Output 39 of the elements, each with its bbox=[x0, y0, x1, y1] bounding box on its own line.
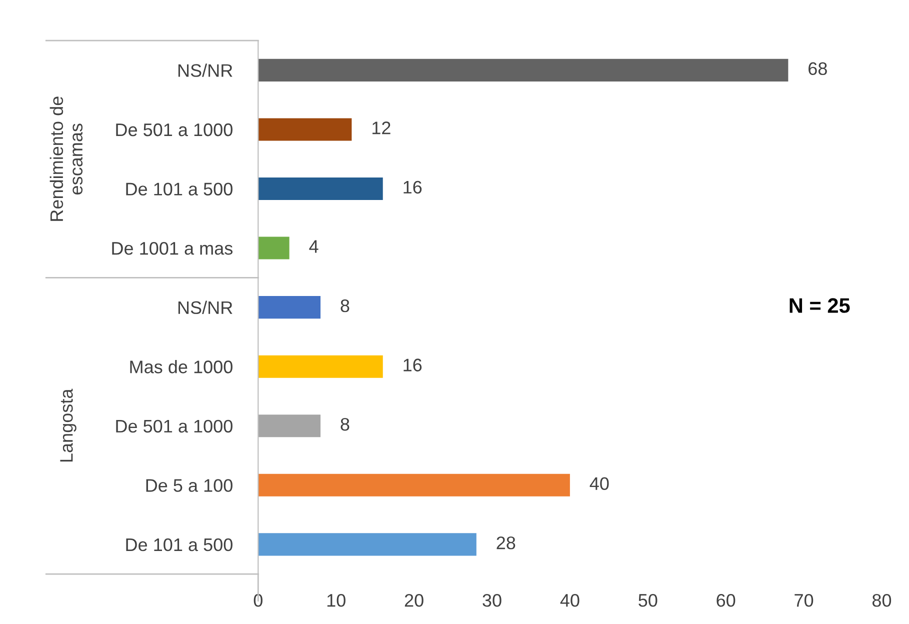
x-tick-label: 10 bbox=[327, 594, 346, 607]
y-tick-label: De 5 a 100 bbox=[146, 479, 232, 492]
data-label: 40 bbox=[590, 477, 609, 490]
bar bbox=[258, 296, 321, 319]
x-tick-label: 20 bbox=[404, 594, 424, 607]
annotation: N = 25 bbox=[790, 298, 850, 313]
bar bbox=[258, 414, 321, 438]
x-tick-label: 30 bbox=[482, 594, 502, 607]
x-tick-label: 0 bbox=[254, 594, 262, 607]
y-tick-label: De 501 a 1000 bbox=[116, 123, 232, 136]
y-tick-label: De 1001 a mas bbox=[112, 242, 233, 255]
text: Langosta bbox=[60, 388, 76, 462]
y-tick-label: De 101 a 500 bbox=[126, 182, 232, 196]
bar bbox=[258, 355, 383, 378]
y-tick-label: De 501 a 1000 bbox=[116, 420, 232, 433]
y-tick-label: De 101 a 500 bbox=[126, 538, 232, 552]
bar bbox=[258, 177, 383, 200]
y-tick-label: Mas de 1000 bbox=[130, 360, 232, 374]
data-label: 8 bbox=[340, 418, 350, 431]
y-tick-label: NS/NR bbox=[178, 64, 232, 77]
bar bbox=[258, 118, 352, 141]
data-label: 16 bbox=[404, 358, 422, 372]
x-tick-label: 50 bbox=[638, 594, 658, 607]
x-tick-label: 70 bbox=[794, 594, 814, 607]
bar bbox=[258, 58, 788, 82]
x-tick-label: 40 bbox=[560, 594, 580, 607]
data-label: 68 bbox=[808, 62, 827, 76]
x-tick-label: 60 bbox=[716, 594, 736, 607]
bar bbox=[258, 474, 570, 496]
bar bbox=[258, 236, 290, 260]
text: Rendimiento de escamas bbox=[50, 96, 83, 221]
data-label: 4 bbox=[309, 240, 318, 253]
data-label: 28 bbox=[496, 536, 516, 550]
x-tick-label: 80 bbox=[872, 594, 892, 607]
data-label: 16 bbox=[404, 180, 422, 194]
bar bbox=[258, 533, 476, 556]
data-label: 12 bbox=[372, 122, 390, 134]
y-tick-label: NS/NR bbox=[178, 300, 232, 314]
data-label: 8 bbox=[340, 299, 350, 312]
